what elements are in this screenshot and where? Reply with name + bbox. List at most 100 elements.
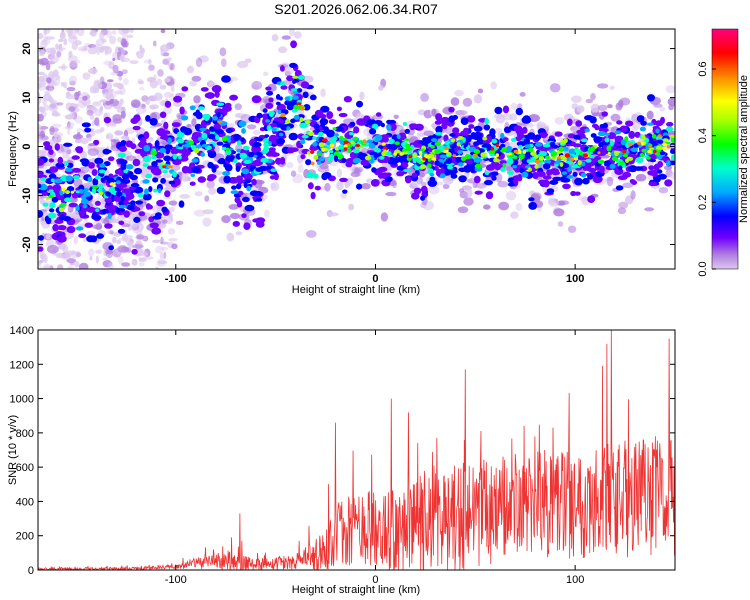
spectrogram-blob [161,219,168,224]
spectrogram-blob [473,94,483,104]
spectrogram-blob [313,123,320,129]
spectrogram-blob [349,121,356,127]
spectrogram-blob [452,154,457,158]
spectrogram-blob [191,135,200,141]
spectrogram-blob [105,249,114,259]
spectrogram-blob [562,183,571,190]
spectrogram-blob [369,144,376,149]
spectrogram-noise-speck [167,228,176,235]
spectrogram-blob [599,165,605,174]
spectrogram-blob [587,195,596,203]
spectrogram-blob [291,109,298,113]
spectrogram-blob [322,172,332,179]
spectrogram-blob [328,119,337,125]
spectrogram-blob [582,177,590,185]
spectrogram-noise-speck [106,134,110,140]
spectrogram-blob [334,151,339,156]
spectrogram-noise-speck [164,77,171,83]
spectrogram-blob [475,163,482,169]
spectrogram-blob [587,147,593,153]
spectrogram-blob [207,161,213,169]
spectrogram-blob [221,215,231,224]
spectrogram-blob [353,126,360,134]
spectrogram-blob [614,130,622,135]
spectrogram-blob [175,220,184,225]
spectrogram-blob [330,137,336,141]
spectrogram-blob [662,143,668,147]
spectrogram-blob [388,138,395,145]
spectrogram-blob [289,147,299,152]
spectrogram-noise-speck [113,90,123,95]
spectrogram-blob [381,142,386,146]
spectrogram-blob [636,115,645,123]
spectrogram-blob [320,88,326,97]
spectrogram-blob [300,81,310,89]
spectrogram-blob [495,173,503,183]
spectrogram-blob [179,194,191,199]
spectrogram-blob [666,145,671,149]
spectrogram-blob [178,142,183,147]
spectrogram-blob [132,158,141,167]
spectrogram-blob [421,139,429,146]
spectrogram-noise-speck [157,69,164,77]
spectrogram-blob [622,171,632,178]
spectrogram-blob [385,176,393,183]
spectrogram-noise-speck [39,62,47,66]
colorbar-ticks: 0.0 0.2 0.4 0.6 [697,61,716,277]
spectrogram-blob [154,151,165,159]
spectrogram-blob [450,173,458,179]
spectrogram-blob [530,151,537,157]
spectrogram-noise-speck [84,42,91,48]
spectrogram-y-tick-label: 20 [21,42,33,54]
spectrogram-blob [462,127,470,136]
spectrogram-noise-speck [48,103,59,112]
spectrogram-blob [246,124,257,130]
spectrogram-blob [542,179,550,188]
spectrogram-blob [417,158,421,163]
spectrogram-blob [464,154,471,160]
spectrogram-blob [105,191,111,197]
spectrogram-blob [61,187,66,192]
spectrogram-noise-speck [110,215,117,220]
spectrogram-blob [316,160,322,165]
spectrogram-blob [317,131,324,137]
spectrogram-blob [275,138,286,145]
spectrogram-blob [108,245,114,251]
spectrogram-blob [580,138,588,143]
spectrogram-blob [159,111,167,119]
spectrogram-blob [312,136,317,140]
spectrogram-blob [48,149,54,155]
spectrogram-blob [241,127,246,134]
spectrogram-blob [252,159,262,167]
colorbar-tick-label: 0.0 [697,261,709,276]
spectrogram-blob [296,88,303,93]
spectrogram-blob [214,129,225,135]
spectrogram-blob [431,138,438,143]
spectrogram-noise-speck [69,60,78,68]
spectrogram-blob [161,206,168,213]
spectrogram-blob [558,146,565,152]
spectrogram-blob [628,142,633,147]
spectrogram-blob [516,141,527,147]
spectrogram-noise-speck [120,49,126,55]
spectrogram-blob [266,125,272,131]
spectrogram-blob [450,138,456,143]
spectrogram-blob [228,176,239,184]
spectrogram-blob [427,158,432,162]
spectrogram-noise-speck [109,230,114,235]
spectrogram-blob [343,144,348,149]
spectrogram-noise-speck [171,243,178,250]
spectrogram-blob [76,226,84,231]
spectrogram-blob [230,190,239,195]
spectrogram-blob [67,186,75,192]
spectrogram-blob [152,215,162,220]
spectrogram-blob [217,120,223,124]
spectrogram-blob [557,200,570,206]
spectrogram-noise-speck [76,128,83,133]
spectrogram-blob [399,152,404,156]
spectrogram-blob [657,161,663,168]
spectrogram-blob [402,151,409,155]
spectrogram-noise-speck [52,69,59,78]
spectrogram-blob [48,189,54,193]
